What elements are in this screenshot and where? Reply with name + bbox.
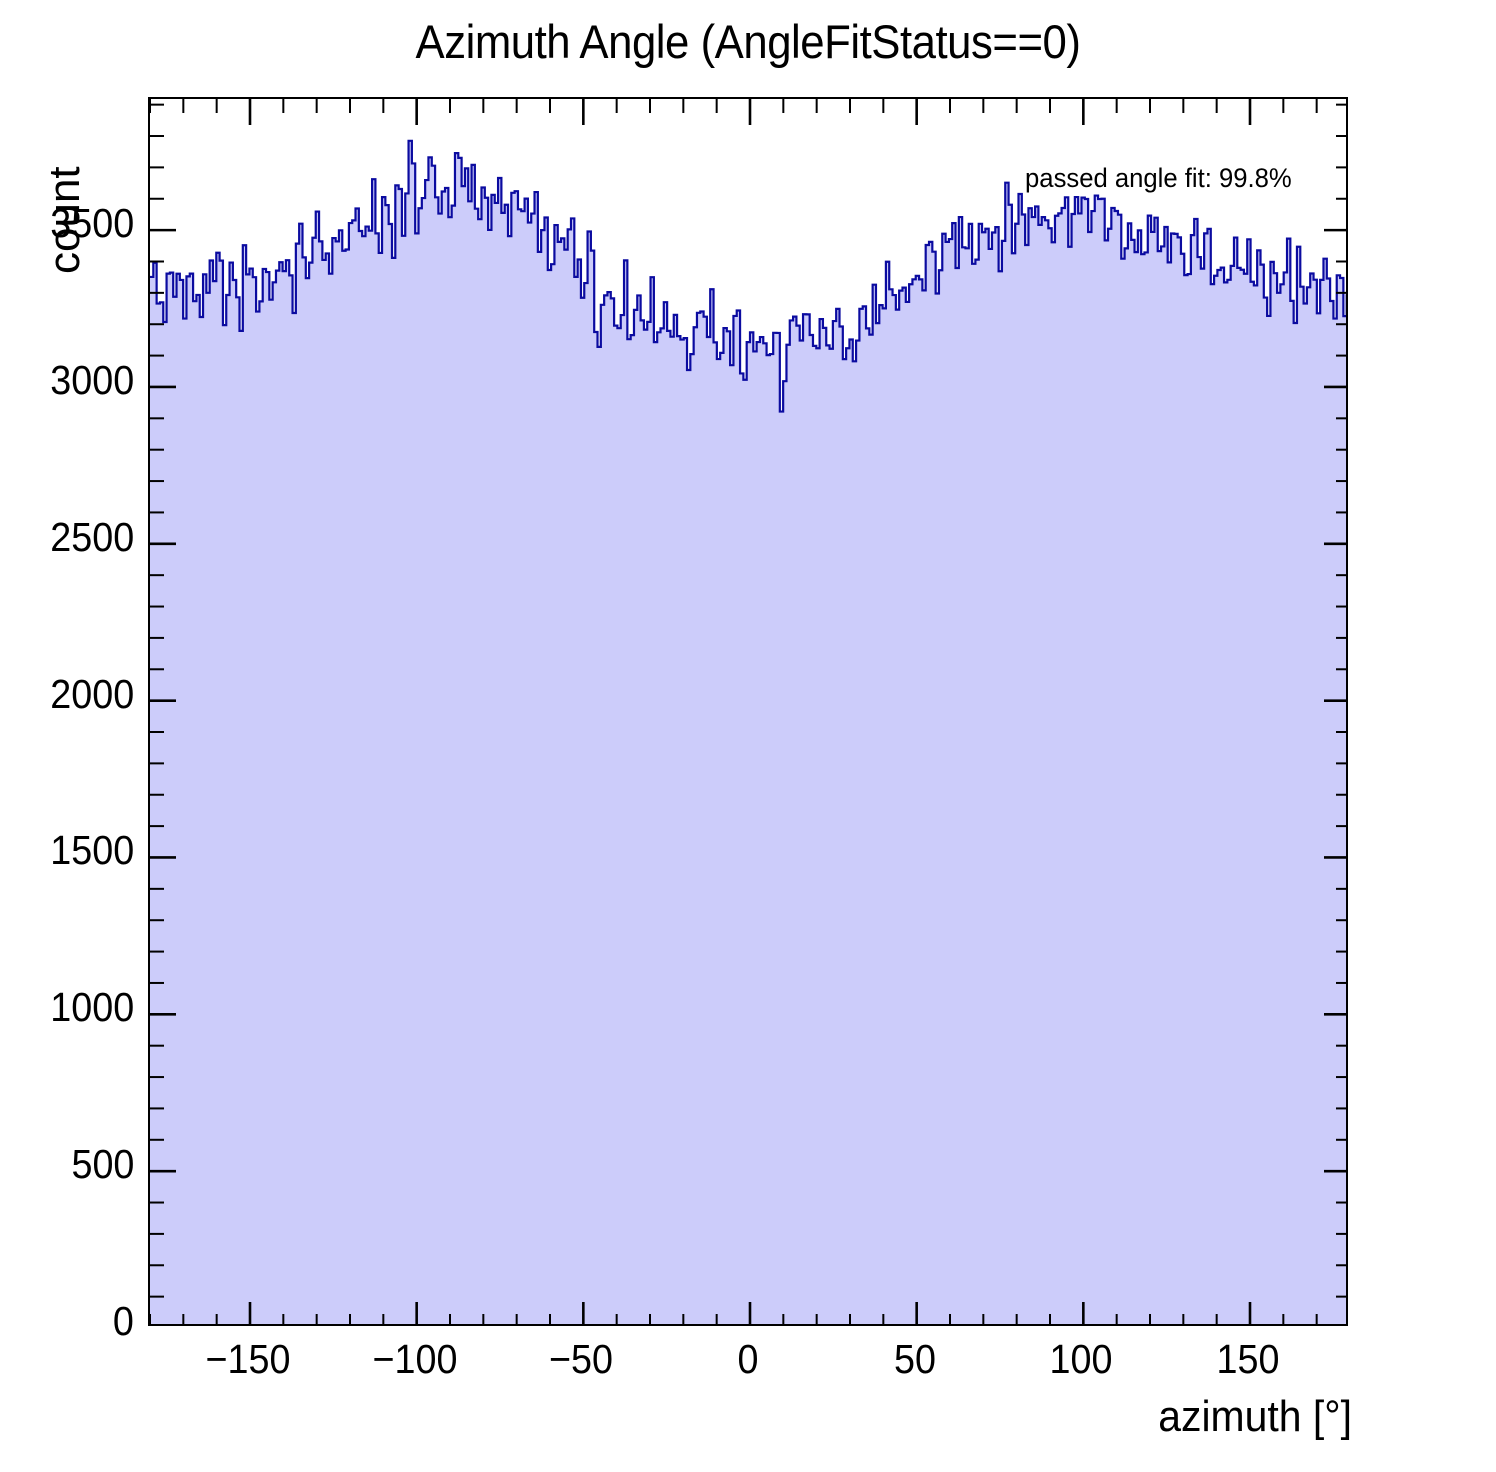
histogram-svg: [150, 99, 1346, 1324]
y-tick-label: 3000: [50, 356, 134, 403]
histogram-fill: [150, 140, 1346, 1324]
x-tick-label: 50: [893, 1336, 936, 1382]
y-axis-title-wrap: count: [0, 92, 89, 312]
plot-area: passed angle fit: 99.8%: [148, 97, 1348, 1326]
x-axis-title: azimuth [°]: [1158, 1392, 1352, 1441]
y-tick-label: 2000: [50, 670, 134, 717]
y-tick-label: 0: [113, 1298, 134, 1344]
x-axis-ticks: [150, 99, 1318, 1324]
y-axis-ticks: [150, 103, 1346, 1298]
y-tick-label: 500: [71, 1141, 134, 1188]
passed-fit-annotation: passed angle fit: 99.8%: [1025, 163, 1292, 193]
x-tick-label: −150: [205, 1336, 291, 1382]
y-tick-label: 2500: [50, 513, 134, 560]
y-tick-label: 1000: [50, 984, 134, 1031]
x-tick-label: 150: [1216, 1336, 1280, 1382]
x-tick-label: 0: [737, 1336, 759, 1382]
x-tick-label: 100: [1049, 1336, 1113, 1382]
y-tick-label: 3500: [50, 200, 134, 247]
y-tick-label: 1500: [50, 827, 134, 874]
x-tick-label: −50: [549, 1336, 614, 1382]
chart-title: Azimuth Angle (AngleFitStatus==0): [415, 15, 1081, 68]
histogram-outline: [150, 139, 1346, 413]
x-tick-label: −100: [372, 1336, 458, 1382]
